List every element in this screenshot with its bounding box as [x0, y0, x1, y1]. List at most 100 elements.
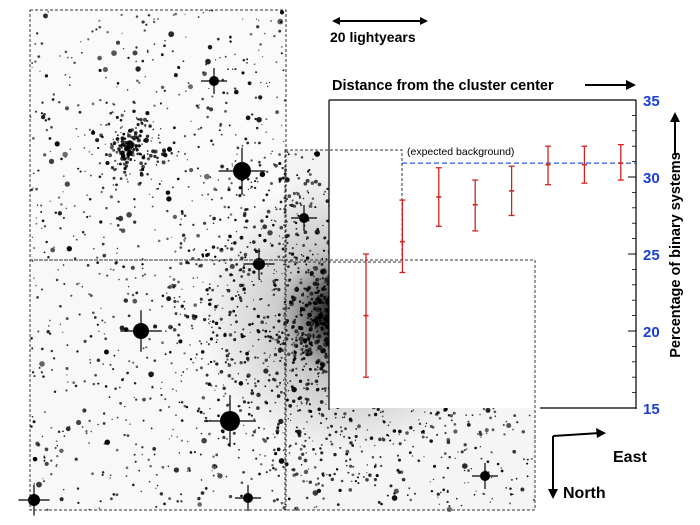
star [292, 191, 296, 196]
star [343, 412, 347, 416]
star [124, 405, 126, 408]
star [258, 95, 263, 100]
star [240, 494, 243, 498]
star [467, 469, 470, 472]
star [266, 209, 271, 214]
star [265, 322, 268, 325]
star [219, 56, 221, 59]
star [359, 446, 361, 448]
star [250, 414, 253, 417]
star [48, 158, 55, 165]
star [213, 360, 216, 363]
star [463, 449, 466, 452]
star [258, 233, 262, 237]
star [411, 455, 414, 457]
star [141, 453, 143, 456]
error-bar-point [545, 145, 551, 186]
star [180, 210, 184, 213]
star [314, 291, 317, 294]
star [526, 475, 529, 478]
star [88, 419, 91, 423]
star [330, 442, 334, 446]
star [187, 467, 191, 471]
star [317, 253, 319, 255]
star [71, 57, 73, 59]
star [234, 331, 236, 333]
star [74, 457, 78, 461]
star [199, 175, 202, 177]
star [215, 384, 218, 388]
star [173, 306, 176, 308]
star [413, 492, 417, 495]
star [129, 423, 131, 425]
star [135, 118, 138, 120]
star [211, 288, 215, 292]
star [262, 316, 266, 319]
star [430, 489, 434, 493]
star [278, 418, 284, 425]
star [123, 170, 127, 174]
star [275, 371, 279, 376]
star [99, 500, 102, 503]
star [215, 362, 219, 366]
tile-outline-top-left [29, 9, 287, 261]
star [314, 179, 318, 184]
star [485, 407, 491, 413]
star [231, 358, 234, 361]
star [308, 403, 312, 406]
star [107, 122, 111, 126]
star [234, 67, 237, 71]
star [300, 347, 304, 351]
star [302, 351, 305, 354]
star [505, 420, 508, 423]
star [229, 247, 234, 251]
star [234, 314, 237, 317]
star [325, 258, 328, 260]
star [267, 335, 270, 338]
star [132, 50, 138, 56]
star [155, 90, 158, 93]
star [281, 247, 285, 251]
star [78, 313, 81, 316]
star [150, 178, 153, 181]
star [63, 175, 65, 177]
star [379, 411, 382, 414]
star [398, 458, 401, 462]
star [298, 196, 302, 199]
star [299, 341, 303, 345]
star [238, 381, 244, 386]
star [180, 493, 182, 496]
star [182, 60, 185, 63]
star [276, 426, 280, 430]
star [98, 272, 101, 275]
star [81, 426, 84, 428]
star [396, 468, 400, 472]
star [264, 329, 268, 333]
star [135, 66, 141, 72]
star [320, 367, 324, 371]
star [296, 192, 300, 196]
star [109, 222, 112, 225]
star [153, 149, 158, 154]
star [135, 127, 137, 129]
star [398, 442, 402, 446]
star [235, 193, 238, 196]
star [176, 499, 180, 503]
star [158, 183, 161, 185]
star [257, 356, 259, 359]
star [59, 55, 61, 57]
star [321, 257, 324, 260]
star [304, 270, 308, 274]
star [278, 177, 283, 182]
star [265, 118, 268, 121]
star [75, 238, 78, 241]
star [298, 195, 301, 198]
star [70, 294, 73, 297]
star [47, 117, 51, 121]
star [236, 146, 240, 150]
star [454, 457, 456, 460]
star [263, 352, 266, 355]
star [275, 333, 279, 337]
star [87, 38, 90, 41]
star [330, 440, 332, 443]
